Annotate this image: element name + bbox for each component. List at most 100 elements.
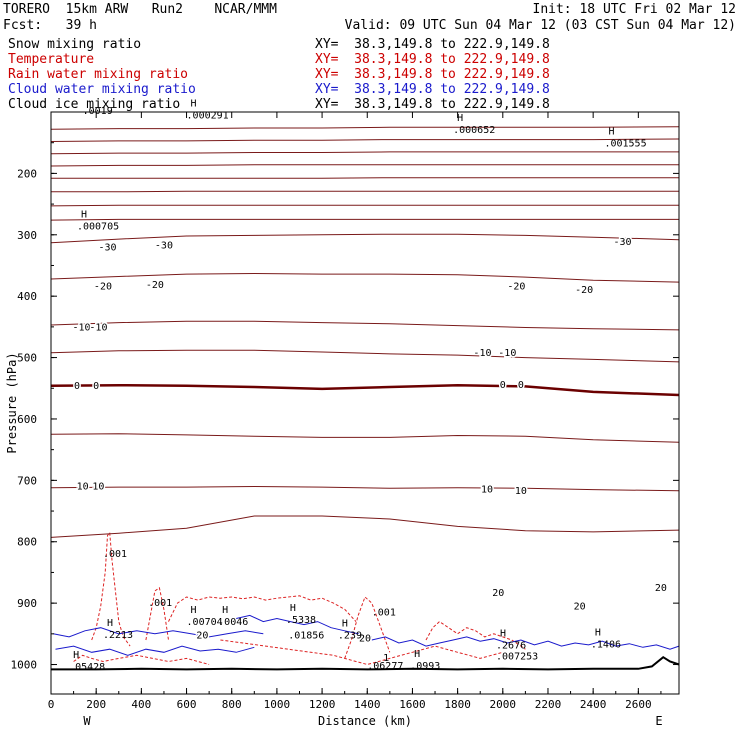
y-tick-label: 1000: [11, 659, 38, 672]
rain-contour: [145, 586, 169, 641]
maximum-value-label: .000652: [453, 125, 495, 136]
isotherm-label: -20: [575, 285, 593, 296]
temperature-isotherm: [50, 233, 680, 244]
x-tick-label: 2600: [625, 698, 652, 711]
valid-time: Valid: 09 UTC Sun 04 Mar 12 (03 CST Sun …: [344, 18, 736, 33]
maximum-marker: H: [414, 649, 420, 660]
x-axis-label: Distance (km): [318, 714, 412, 728]
y-tick-label: 200: [17, 167, 37, 180]
y-tick-label: 300: [17, 229, 37, 242]
maximum-value-label: .1406: [591, 640, 621, 651]
temperature-isotherm: [50, 349, 680, 363]
rain-contour: [168, 595, 357, 622]
maximum-value-label: .0993: [410, 661, 440, 672]
x-tick-label: 400: [131, 698, 151, 711]
x-tick-label: 1200: [309, 698, 336, 711]
x-tick-label: 2400: [580, 698, 607, 711]
x-tick-label: 2200: [535, 698, 562, 711]
maximum-marker: H: [222, 605, 228, 616]
temperature-isotherm: [51, 177, 679, 179]
temperature-isotherm: [50, 218, 679, 221]
isotherm-label: -30: [613, 237, 631, 248]
maximum-marker: H: [290, 603, 296, 614]
cloud-water-contour: [53, 627, 264, 638]
rain-contour: [91, 531, 131, 647]
rain-contours: [73, 531, 526, 666]
legend-xy-temperature: XY= 38.3,149.8 to 222.9,149.8: [315, 52, 550, 67]
maximum-marker: H: [107, 618, 113, 629]
legend-xy-cloud-ice: XY= 38.3,149.8 to 222.9,149.8: [315, 97, 550, 112]
x-tick-label: 0: [48, 698, 55, 711]
temperature-isotherm: [50, 433, 680, 443]
plot-frame: [50, 111, 680, 695]
temperature-isotherm: [50, 272, 680, 283]
isotherm-label: 20: [359, 634, 371, 645]
maximum-marker: H: [608, 127, 614, 138]
x-tick-label: 1600: [399, 698, 426, 711]
isotherm-label: 20: [655, 583, 667, 594]
temperature-isotherm: [50, 485, 680, 492]
isotherm-label: 20: [196, 630, 208, 641]
legend-field-cloud-ice: Cloud ice mixing ratio: [8, 97, 181, 112]
y-tick-label: 700: [17, 474, 37, 487]
maximum-marker: H: [595, 628, 601, 639]
forecast-hour: Fcst: 39 h: [3, 18, 97, 33]
maximum-value-label: .2676: [496, 640, 526, 651]
isotherm-label: 20: [574, 602, 586, 613]
isotherm-label: 10: [77, 481, 89, 492]
isotherm-label: -10: [72, 322, 90, 333]
temperature-isotherm: [51, 190, 679, 193]
maximum-marker: H: [191, 605, 197, 616]
isotherm-label: -30: [98, 242, 116, 253]
isotherm-label: -20: [94, 282, 112, 293]
y-tick-label: 600: [17, 413, 37, 426]
isotherm-label: -30: [155, 241, 173, 252]
temperature-isotherm: [50, 151, 679, 155]
isotherm-label: 0: [518, 380, 524, 391]
maximum-value-label: .000705: [77, 222, 119, 233]
maximum-value-label: 1: [383, 653, 389, 664]
legend-xy-rain: XY= 38.3,149.8 to 222.9,149.8: [315, 67, 550, 82]
west-label: W: [83, 714, 91, 728]
maximum-value-label: .2213: [103, 630, 133, 641]
cloud-water-contour: [236, 614, 372, 638]
isotherm-label: 10: [515, 486, 527, 497]
maximum-marker: H: [81, 210, 87, 221]
y-tick-label: 900: [17, 597, 37, 610]
maximum-marker: H: [191, 98, 197, 109]
isotherm-label: -10: [89, 322, 107, 333]
maximum-value-label: .00704: [187, 617, 223, 628]
x-tick-label: 1800: [444, 698, 471, 711]
x-tick-label: 1000: [264, 698, 291, 711]
temperature-isotherm: [50, 383, 680, 397]
maximum-marker: H: [457, 113, 463, 124]
maximum-value-label: .000291: [187, 110, 229, 121]
temperature-isotherm: [50, 204, 679, 207]
maximum-value-label: .007253: [496, 651, 538, 662]
maximum-value-label: .05428: [69, 662, 105, 673]
y-tick-label: 500: [17, 352, 37, 365]
x-tick-label: 2000: [490, 698, 517, 711]
temperature-isotherm: [50, 138, 680, 142]
isotherm-label: -20: [146, 280, 164, 291]
temperature-isotherms: [50, 126, 680, 538]
x-tick-label: 200: [86, 698, 106, 711]
maximum-value-label: .001: [372, 608, 396, 619]
maximum-marker: H: [500, 628, 506, 639]
legend-xy-snow: XY= 38.3,149.8 to 222.9,149.8: [315, 37, 550, 52]
y-tick-label: 400: [17, 290, 37, 303]
maximum-value-label: .5338: [286, 615, 316, 626]
ground-line: [51, 655, 680, 671]
maximum-marker: H: [73, 650, 79, 661]
east-label: E: [655, 714, 662, 728]
maximum-value-label: .001: [148, 598, 172, 609]
maximum-value-label: .0046: [218, 617, 248, 628]
temperature-isotherm: [50, 126, 680, 130]
legend-field-cloud-water: Cloud water mixing ratio: [8, 82, 196, 97]
cloud-water-contour: [371, 636, 680, 650]
temperature-isotherm: [50, 515, 680, 538]
rain-contour: [220, 639, 503, 666]
rain-contour: [73, 654, 210, 665]
maximum-marker: H: [342, 618, 348, 629]
legend-field-snow: Snow mixing ratio: [8, 37, 142, 52]
